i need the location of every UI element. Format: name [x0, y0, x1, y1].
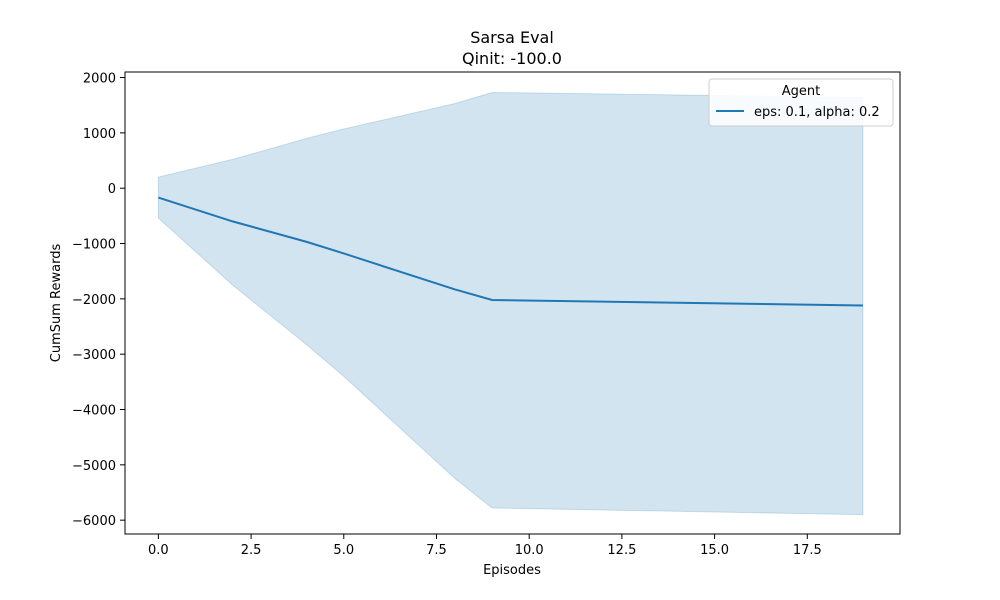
- plot-area: [157, 91, 864, 516]
- x-tick-label: 12.5: [607, 543, 636, 558]
- x-tick-label: 5.0: [333, 543, 354, 558]
- chart-subtitle: Qinit: -100.0: [462, 49, 562, 68]
- chart-title: Sarsa Eval: [470, 28, 554, 47]
- confidence-band-0: [157, 91, 864, 516]
- y-tick-label: −2000: [72, 293, 116, 308]
- y-tick-label: −5000: [72, 459, 116, 474]
- y-tick-label: −4000: [72, 404, 116, 419]
- y-tick-label: 0: [108, 182, 116, 197]
- y-tick-label: −3000: [72, 348, 116, 363]
- y-axis: −6000 −5000 −4000 −3000 −2000 −1000 0 1000 2000: [72, 72, 125, 529]
- y-tick-label: −6000: [72, 514, 116, 529]
- y-tick-label: 2000: [83, 72, 116, 87]
- x-axis-label: Episodes: [483, 563, 541, 578]
- y-tick-label: 1000: [83, 127, 116, 142]
- x-tick-label: 7.5: [426, 543, 447, 558]
- legend-title: Agent: [782, 84, 820, 99]
- legend-box: [708, 78, 894, 127]
- x-tick-label: 17.5: [793, 543, 822, 558]
- y-tick-label: −1000: [72, 238, 116, 253]
- x-tick-label: 2.5: [241, 543, 262, 558]
- x-tick-label: 0.0: [148, 543, 169, 558]
- legend-series-label: eps: 0.1, alpha: 0.2: [754, 105, 880, 120]
- x-tick-label: 15.0: [700, 543, 729, 558]
- plot-frame: [124, 71, 901, 535]
- x-tick-label: 10.0: [515, 543, 544, 558]
- y-axis-label: CumSum Rewards: [49, 244, 64, 363]
- legend: Agent eps: 0.1, alpha: 0.2: [708, 78, 894, 127]
- series-line-0: [158, 196, 863, 307]
- x-axis: 0.0 2.5 5.0 7.5 10.0 12.5 15.0 17.5: [148, 534, 822, 558]
